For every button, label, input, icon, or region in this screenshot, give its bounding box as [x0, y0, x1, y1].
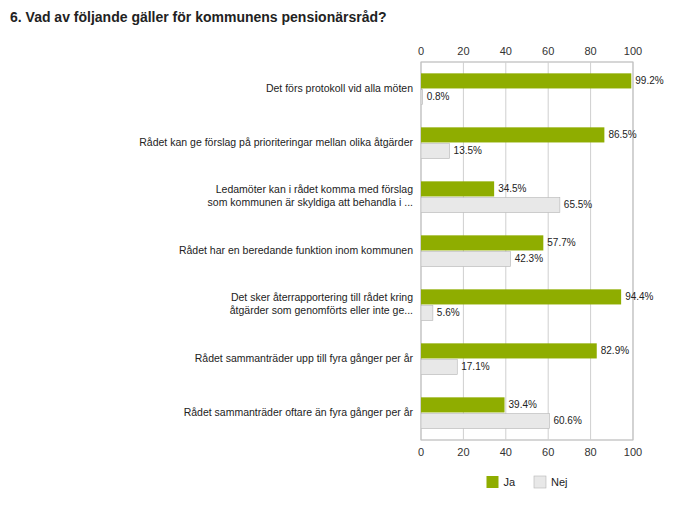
legend-swatch — [486, 476, 498, 488]
category-label: Ledamöter kan i rådet komma med förslags… — [208, 183, 414, 208]
title: 6. Vad av följande gäller för kommunens … — [10, 9, 387, 25]
category-label: Det sker återrapportering till rådet kri… — [230, 291, 413, 316]
data-label: 13.5% — [454, 145, 482, 156]
grid-line — [463, 62, 464, 440]
data-label: 94.4% — [625, 291, 653, 302]
x-tick-label: 0 — [418, 446, 424, 458]
data-label: 82.9% — [601, 345, 629, 356]
category-label: Rådet har en beredande funktion inom kom… — [179, 244, 413, 256]
x-tick-label-top: 20 — [457, 45, 469, 57]
x-tick-label-top: 60 — [542, 45, 554, 57]
bar — [421, 360, 457, 375]
bar — [421, 198, 560, 213]
data-label: 65.5% — [564, 199, 592, 210]
x-tick-label-top: 100 — [624, 45, 642, 57]
data-label: 39.4% — [509, 399, 537, 410]
data-labels: 99.2% 86.5% 34.5% 57.7% 94.4% 82.9% 39.4% 0.8% 1… — [427, 75, 664, 426]
category-label: Rådet kan ge förslag på prioriteringar m… — [139, 136, 413, 148]
grid — [421, 62, 633, 440]
grid-line — [633, 62, 634, 440]
x-tick-label-top: 80 — [584, 45, 596, 57]
grid-line — [548, 62, 549, 440]
chart: 6. Vad av följande gäller för kommunens … — [0, 0, 681, 515]
data-label: 5.6% — [437, 307, 460, 318]
bar — [421, 252, 511, 267]
data-label: 42.3% — [515, 253, 543, 264]
bar — [421, 127, 604, 142]
bar — [421, 397, 505, 412]
x-axis: 0 0 20 20 40 40 60 60 80 80 100 100 — [418, 45, 642, 458]
data-label: 86.5% — [608, 129, 636, 140]
bar — [421, 73, 631, 88]
bars — [421, 73, 631, 428]
grid-line — [590, 62, 591, 440]
data-label: 60.6% — [553, 415, 581, 426]
x-tick-label-top: 40 — [500, 45, 512, 57]
bar — [421, 414, 549, 429]
legend: Ja Nej — [486, 476, 567, 488]
bar — [421, 144, 450, 159]
bar — [421, 306, 433, 321]
legend-label: Nej — [551, 476, 568, 488]
legend-label: Ja — [503, 476, 516, 488]
bar — [421, 235, 543, 250]
x-tick-label: 80 — [584, 446, 596, 458]
grid-line — [505, 62, 506, 440]
grid-line — [421, 62, 422, 440]
category-label: Rådet sammanträder upp till fyra gånger … — [195, 352, 414, 364]
plot-area — [421, 62, 633, 440]
bar — [421, 343, 597, 358]
x-tick-label: 40 — [500, 446, 512, 458]
x-tick-label-top: 0 — [418, 45, 424, 57]
x-tick-label: 20 — [457, 446, 469, 458]
data-label: 99.2% — [635, 75, 663, 86]
legend-swatch — [534, 476, 546, 488]
data-label: 17.1% — [461, 361, 489, 372]
data-label: 34.5% — [498, 183, 526, 194]
x-tick-label: 60 — [542, 446, 554, 458]
bar — [421, 289, 621, 304]
x-tick-label: 100 — [624, 446, 642, 458]
category-label: Rådet sammanträder oftare än fyra gånger… — [184, 406, 414, 418]
bar — [421, 90, 423, 105]
y-axis-labels: Det förs protokoll vid alla möten Rådet k… — [139, 82, 413, 418]
data-label: 57.7% — [547, 237, 575, 248]
category-label: Det förs protokoll vid alla möten — [266, 82, 413, 94]
data-label: 0.8% — [427, 91, 450, 102]
bar — [421, 181, 494, 196]
